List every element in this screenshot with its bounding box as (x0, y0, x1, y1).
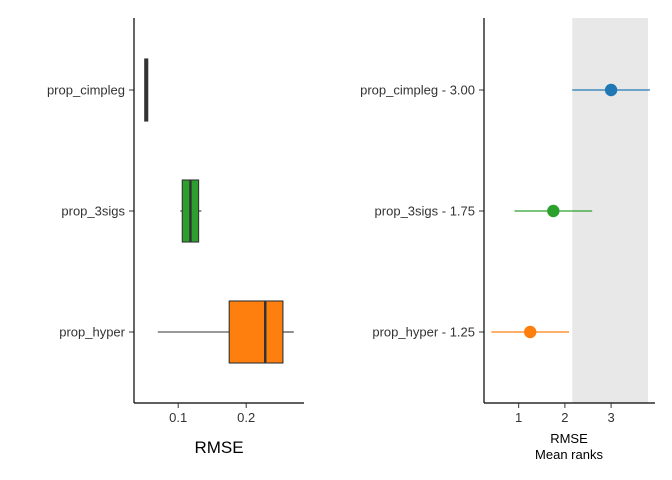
y-tick-label-prop-cimpleg: prop_cimpleg (47, 83, 125, 98)
point-prop-cimpleg-3-00 (604, 83, 618, 97)
box-prop-hyper (228, 300, 284, 364)
y-tick-label-prop-hyper: prop_hyper (59, 325, 125, 340)
point-prop-hyper-1-25 (524, 325, 537, 339)
x-tick-label-3: 3 (607, 410, 614, 425)
boxplot-panel: prop_cimpleg prop_3sigs prop_hyper 0.1 0.2 (47, 18, 304, 425)
y-tick-label-prop-hyper-1-25: prop_hyper - 1.25 (372, 325, 475, 340)
x-tick-label-2: 2 (561, 410, 568, 425)
y-tick-label-prop-cimpleg-3-00: prop_cimpleg - 3.00 (360, 83, 475, 98)
left-x-axis-title: RMSE (194, 438, 243, 457)
y-tick-label-prop-3sigs: prop_3sigs (61, 204, 125, 219)
x-tick-label-0-1: 0.1 (169, 410, 187, 425)
point-prop-3sigs-1-75 (547, 204, 560, 218)
x-tick-label-0-2: 0.2 (237, 410, 255, 425)
mean-ranks-panel: prop_cimpleg - 3.00 prop_3sigs - 1.75 prop… (360, 18, 655, 425)
x-tick-label-1: 1 (515, 410, 522, 425)
right-x-axis-subtitle: Mean ranks (535, 447, 603, 462)
right-x-axis-title: RMSE (550, 431, 588, 446)
y-tick-label-prop-3sigs-1-75: prop_3sigs - 1.75 (375, 204, 475, 219)
